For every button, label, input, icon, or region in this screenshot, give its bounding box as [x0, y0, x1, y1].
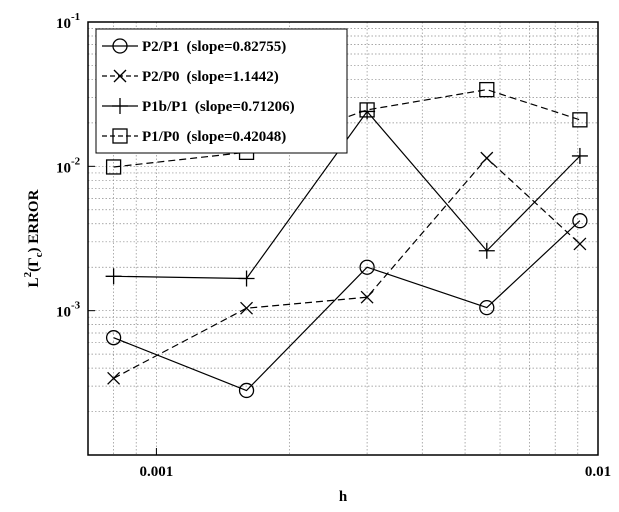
- data-point-circle: [479, 299, 495, 316]
- series-line: [113, 157, 581, 379]
- data-point-plus: [105, 268, 122, 285]
- legend-item: P1b/P1 (slope=0.71206): [102, 98, 295, 115]
- legend-box: [95, 28, 348, 154]
- data-point-circle: [105, 330, 122, 346]
- data-point-square: [112, 128, 128, 144]
- y-axis-label-sub: c: [33, 252, 45, 257]
- data-point-square: [105, 159, 122, 175]
- data-point-plus: [238, 270, 255, 287]
- data-point-x: [113, 69, 127, 83]
- data-point-circle: [112, 38, 128, 54]
- x-tick-label: 0.01: [585, 464, 611, 480]
- legend: P2/P1 (slope=0.82755) P2/P0 (slope=1.1442) P…: [95, 28, 348, 154]
- series-p2-p0: [107, 151, 587, 385]
- x-tick-label: 0.001: [140, 464, 174, 480]
- series-line: [113, 220, 581, 392]
- data-point-circle: [359, 259, 375, 275]
- y-tick-label: 10-2: [56, 155, 81, 176]
- data-point-square: [572, 112, 588, 128]
- y-axis-label-close: ) ERROR: [26, 189, 42, 252]
- legend-label: P2/P1 (slope=0.82755): [142, 39, 286, 55]
- data-point-x: [573, 237, 587, 251]
- legend-label: P1/P0 (slope=0.42048): [142, 129, 286, 145]
- x-axis-label: h: [339, 489, 348, 505]
- data-point-plus: [478, 242, 495, 259]
- legend-label: P1b/P1 (slope=0.71206): [142, 99, 295, 115]
- data-point-square: [359, 102, 375, 118]
- data-point-x: [360, 290, 374, 304]
- y-axis-label-sup: 2: [22, 271, 34, 277]
- data-point-plus: [571, 147, 588, 164]
- axis-ticks: 0.001 0.01 10-1 10-2 10-3: [56, 11, 611, 480]
- data-point-x: [107, 371, 121, 385]
- y-axis-label-open: (Γ: [26, 257, 42, 272]
- data-point-x: [240, 301, 254, 315]
- series-line: [113, 88, 581, 168]
- plot-frame: [87, 21, 599, 456]
- legend-item: P2/P1 (slope=0.82755): [102, 38, 286, 55]
- legend-item: P1/P0 (slope=0.42048): [102, 128, 286, 145]
- data-point-x: [480, 151, 494, 165]
- y-tick-label: 10-3: [56, 300, 81, 321]
- series-lines: [105, 81, 588, 399]
- data-point-circle: [572, 213, 588, 229]
- y-axis-label: L2(Γc) ERROR: [22, 189, 45, 287]
- series-p2-p1: [105, 213, 588, 399]
- legend-item: P2/P0 (slope=1.1442): [102, 69, 279, 85]
- legend-label: P2/P0 (slope=1.1442): [142, 69, 279, 85]
- y-tick-label: 10-1: [56, 11, 80, 32]
- data-point-square: [479, 81, 495, 98]
- y-axis-label-prefix: L: [26, 277, 42, 287]
- data-point-plus: [112, 98, 128, 114]
- data-point-circle: [238, 382, 255, 399]
